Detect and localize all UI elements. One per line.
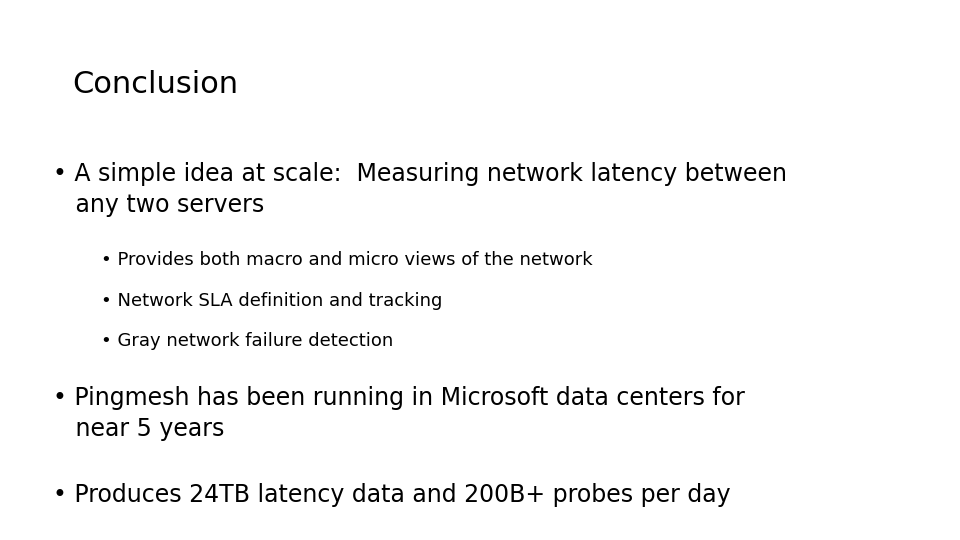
Text: • A simple idea at scale:  Measuring network latency between
   any two servers: • A simple idea at scale: Measuring netw… bbox=[53, 162, 787, 217]
Text: • Network SLA definition and tracking: • Network SLA definition and tracking bbox=[101, 292, 443, 309]
Text: Conclusion: Conclusion bbox=[72, 70, 238, 99]
Text: • Produces 24TB latency data and 200B+ probes per day: • Produces 24TB latency data and 200B+ p… bbox=[53, 483, 731, 507]
Text: • Pingmesh has been running in Microsoft data centers for
   near 5 years: • Pingmesh has been running in Microsoft… bbox=[53, 386, 745, 441]
Text: • Gray network failure detection: • Gray network failure detection bbox=[101, 332, 393, 350]
Text: • Provides both macro and micro views of the network: • Provides both macro and micro views of… bbox=[101, 251, 592, 269]
